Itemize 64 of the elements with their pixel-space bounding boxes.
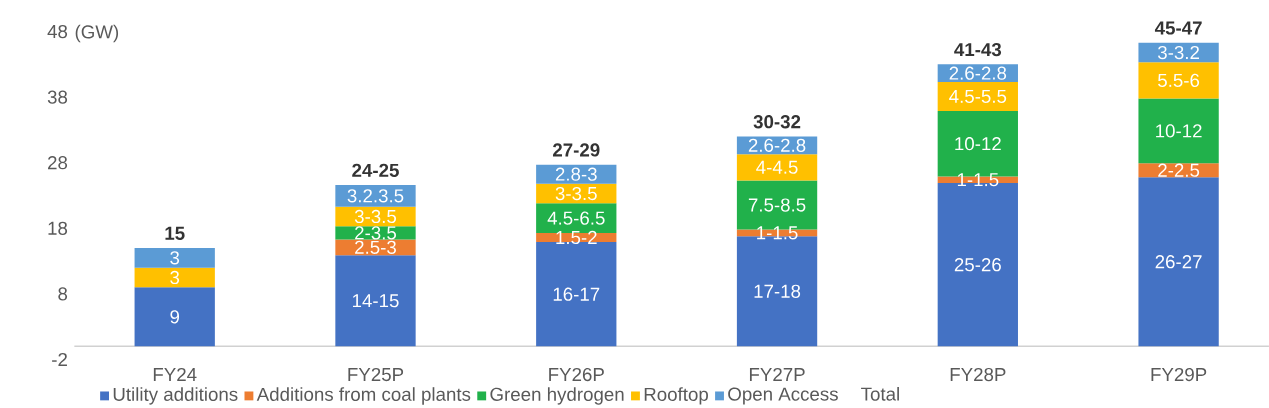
- data-label: 4.5-6.5: [547, 211, 605, 225]
- y-axis-title: (GW): [75, 24, 119, 43]
- y-tick-label: 28: [48, 156, 68, 170]
- data-label: 14-15: [352, 294, 399, 308]
- total-label: 15: [165, 226, 185, 241]
- data-label: 2.6-2.8: [949, 66, 1007, 80]
- data-label: 3-3.5: [354, 209, 397, 224]
- y-tick-label: -2: [52, 353, 67, 367]
- bar: [134, 287, 215, 347]
- bar: [335, 239, 416, 256]
- x-tick-label: FY29P: [1151, 368, 1207, 382]
- bar: [937, 82, 1018, 112]
- bar: [736, 154, 818, 181]
- legend-label: Open Access: [728, 387, 838, 405]
- bar: [335, 255, 416, 347]
- bar: [1138, 62, 1219, 99]
- data-label: 25-26: [954, 258, 1001, 272]
- data-label: 1.5-2: [556, 230, 597, 245]
- total-label: 27-29: [552, 143, 600, 157]
- y-tick-label: 38: [47, 90, 68, 104]
- bar: [1138, 98, 1219, 164]
- x-tick-label: FY27P: [749, 368, 805, 382]
- data-label: 2.6-2.8: [748, 138, 806, 153]
- bar: [335, 185, 416, 207]
- data-label: 2-3.5: [355, 226, 397, 240]
- data-label: 3-3.5: [555, 187, 597, 201]
- data-label: 5.5-6: [1158, 73, 1200, 88]
- data-label: 3: [170, 251, 180, 265]
- total-label: 41-43: [954, 43, 1002, 57]
- data-label: 2.8-3: [555, 167, 597, 181]
- x-tick-label: FY26P: [549, 368, 604, 382]
- x-tick-label: FY25P: [348, 368, 404, 382]
- data-label: 7.5-8.5: [748, 198, 806, 212]
- text: Total: [861, 387, 899, 401]
- y-tick-label: 8: [58, 287, 68, 301]
- bar: [134, 248, 215, 268]
- total-label: 45-47: [1154, 21, 1202, 35]
- data-label: 10-12: [955, 137, 1001, 151]
- data-label: 4.5-5.5: [949, 90, 1007, 104]
- bar: [536, 242, 617, 347]
- data-label: 4-4.5: [756, 160, 798, 174]
- data-label: 3: [170, 270, 180, 285]
- legend-label: Rooftop: [644, 387, 708, 405]
- legend-label: Utility additions: [113, 387, 238, 405]
- legend-label: Green hydrogen: [490, 387, 624, 405]
- data-label: 3.2.3.5: [347, 189, 404, 203]
- x-tick-label: FY24: [153, 368, 197, 382]
- x-tick-label: FY28P: [950, 368, 1006, 382]
- bar: [1138, 163, 1219, 178]
- legend-label: Additions from coal plants: [256, 387, 471, 405]
- y-tick-label: 48: [47, 25, 68, 39]
- data-label: 16-17: [553, 287, 600, 301]
- y-tick-label: 18: [48, 221, 68, 236]
- total-label: 30-32: [753, 115, 801, 129]
- data-label: 26-27: [1155, 255, 1202, 269]
- bar: [1138, 177, 1219, 347]
- data-label: 2.5-3: [355, 240, 396, 255]
- data-label: 2-2.5: [1158, 163, 1200, 177]
- data-label: 10-12: [1156, 124, 1202, 138]
- data-label: 3-3.2: [1157, 46, 1199, 60]
- data-label: 17-18: [754, 284, 801, 299]
- total-label: 24-25: [352, 163, 399, 178]
- bar: [134, 267, 215, 288]
- data-label: 9: [170, 310, 180, 324]
